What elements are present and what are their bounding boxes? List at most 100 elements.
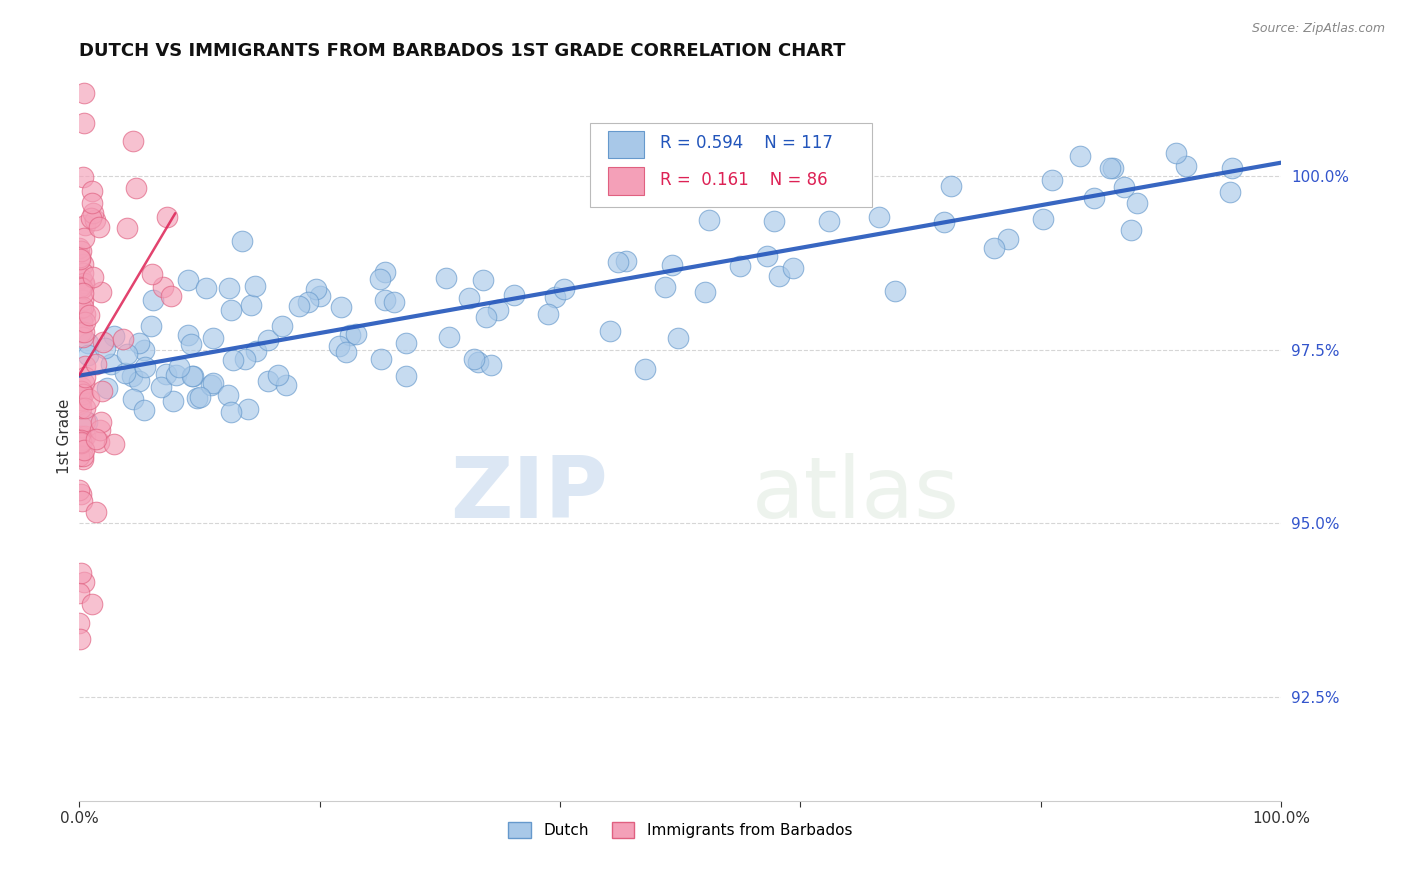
Point — [165, 368, 187, 383]
Point — [479, 358, 502, 372]
Point — [134, 402, 156, 417]
Point — [221, 405, 243, 419]
Point — [76, 415, 98, 429]
Point — [70, 429, 93, 443]
Text: Source: ZipAtlas.com: Source: ZipAtlas.com — [1251, 22, 1385, 36]
Point — [73, 277, 96, 292]
Point — [437, 330, 460, 344]
Point — [69, 252, 91, 266]
Point — [382, 295, 405, 310]
Point — [782, 260, 804, 275]
Point — [997, 231, 1019, 245]
Point — [1166, 146, 1188, 161]
Text: R =  0.161    N = 86: R = 0.161 N = 86 — [659, 170, 827, 188]
Point — [73, 325, 96, 339]
Point — [70, 311, 93, 326]
Point — [103, 329, 125, 343]
Point — [666, 330, 689, 344]
Point — [267, 368, 290, 382]
Point — [70, 433, 93, 447]
Point — [1220, 161, 1243, 176]
Text: ZIP: ZIP — [450, 453, 607, 536]
Point — [257, 374, 280, 388]
Point — [756, 249, 779, 263]
Point — [70, 419, 93, 434]
Point — [368, 271, 391, 285]
Point — [195, 281, 218, 295]
Point — [181, 368, 204, 383]
Point — [69, 301, 91, 315]
Point — [73, 414, 96, 428]
Point — [728, 260, 751, 274]
Point — [73, 315, 96, 329]
Point — [73, 443, 96, 458]
Point — [200, 378, 222, 392]
Point — [553, 282, 575, 296]
Point — [1083, 191, 1105, 205]
Point — [73, 359, 96, 373]
Point — [654, 279, 676, 293]
Point — [96, 381, 118, 395]
Point — [434, 271, 457, 285]
Point — [188, 390, 211, 404]
Point — [67, 241, 90, 255]
Point — [240, 298, 263, 312]
Point — [76, 348, 98, 362]
Point — [162, 393, 184, 408]
Point — [115, 347, 138, 361]
Point — [177, 327, 200, 342]
Point — [544, 290, 567, 304]
Point — [614, 254, 637, 268]
Y-axis label: 1st Grade: 1st Grade — [58, 399, 72, 475]
Point — [90, 285, 112, 300]
Point — [486, 302, 509, 317]
Point — [1126, 196, 1149, 211]
Point — [274, 378, 297, 392]
Point — [72, 169, 94, 184]
Point — [128, 374, 150, 388]
Point — [69, 435, 91, 450]
Point — [339, 328, 361, 343]
Point — [91, 334, 114, 349]
Point — [202, 331, 225, 345]
Point — [67, 397, 90, 411]
Point — [243, 279, 266, 293]
Point — [297, 295, 319, 310]
Point — [395, 368, 418, 383]
Point — [122, 134, 145, 148]
Point — [72, 450, 94, 464]
Point — [329, 300, 352, 314]
Point — [73, 401, 96, 415]
Point — [114, 367, 136, 381]
Point — [149, 380, 172, 394]
Point — [77, 335, 100, 350]
FancyBboxPatch shape — [607, 131, 644, 159]
Point — [218, 280, 240, 294]
Point — [395, 336, 418, 351]
Point — [70, 487, 93, 501]
Point — [762, 214, 785, 228]
Point — [1219, 185, 1241, 199]
Point — [217, 388, 239, 402]
Point — [70, 494, 93, 508]
Point — [67, 615, 90, 630]
Point — [335, 344, 357, 359]
Point — [70, 315, 93, 329]
Point — [155, 368, 177, 382]
Point — [177, 273, 200, 287]
Point — [70, 392, 93, 407]
Point — [245, 344, 267, 359]
Point — [236, 402, 259, 417]
Point — [180, 337, 202, 351]
Point — [828, 179, 851, 194]
Point — [328, 338, 350, 352]
Point — [69, 379, 91, 393]
Point — [128, 335, 150, 350]
Point — [72, 452, 94, 467]
Point — [463, 351, 485, 366]
Point — [69, 436, 91, 450]
Point — [132, 343, 155, 357]
Point — [90, 416, 112, 430]
Point — [69, 250, 91, 264]
Point — [73, 575, 96, 590]
